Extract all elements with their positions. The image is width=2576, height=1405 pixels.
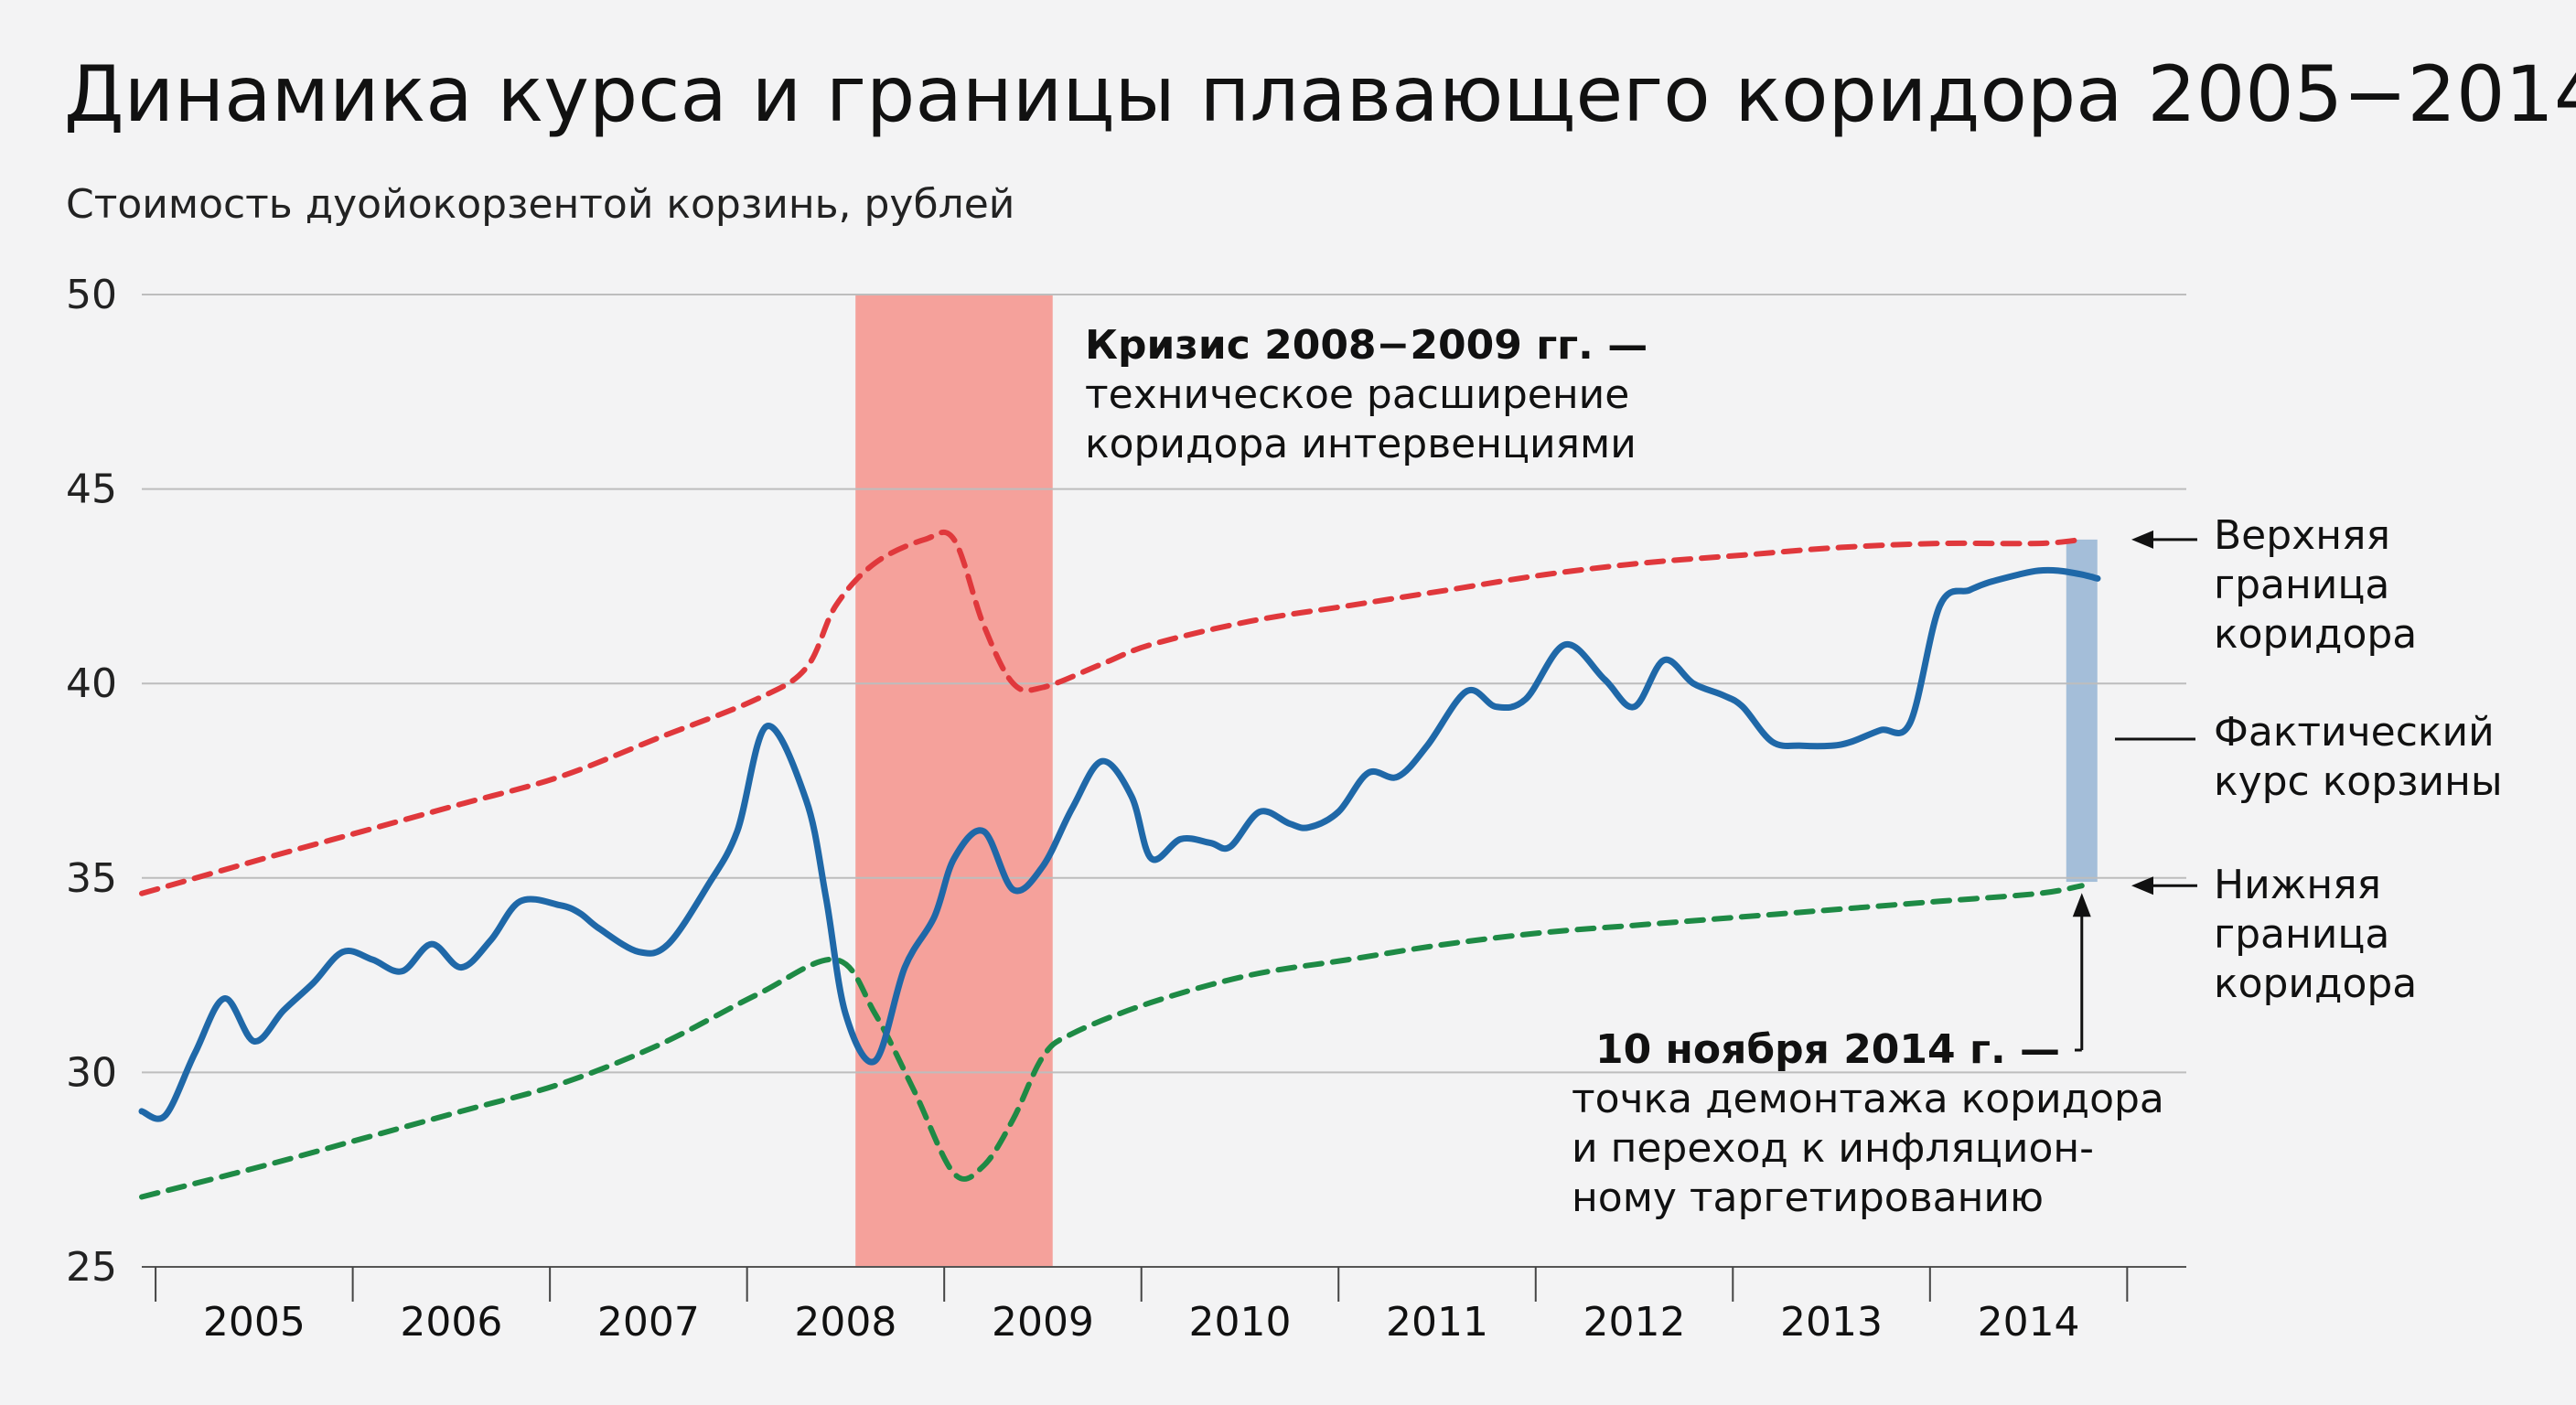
legend-upper-line1: Верхняя xyxy=(2214,512,2390,559)
legend-lower-line1: Нижняя xyxy=(2214,862,2381,908)
corridor-end-band xyxy=(2066,539,2098,883)
series-layer xyxy=(138,529,2101,1200)
series-actual-line xyxy=(138,566,2101,1122)
axes: 25 30 35 40 45 50 2005 2006 2007 2008 2009 2010 2011… xyxy=(66,272,2129,1346)
x-tick-label-2006: 2006 xyxy=(400,1299,502,1346)
pointers xyxy=(2072,530,2197,1052)
end-annotation-bold: 10 ноября 2014 г. — xyxy=(1595,1026,2060,1073)
series-upper-line xyxy=(139,529,2085,896)
legend-upper-line2: граница xyxy=(2214,562,2389,608)
end-pointer-arrow xyxy=(2072,893,2091,1052)
legend-lower: Нижняя граница коридора xyxy=(2214,862,2417,1007)
x-tick-label-2012: 2012 xyxy=(1583,1299,1686,1346)
chart-background xyxy=(855,295,2098,1267)
x-tick-label-2011: 2011 xyxy=(1386,1299,1488,1346)
lower-pointer-arrow xyxy=(2131,876,2197,896)
series-lower-line xyxy=(139,883,2085,1200)
x-tick-label-2005: 2005 xyxy=(203,1299,306,1346)
legend-upper-line3: коридора xyxy=(2214,611,2417,658)
crisis-annotation: Кризис 2008−2009 гг. — техническое расши… xyxy=(1085,322,1648,467)
x-tick-label-2008: 2008 xyxy=(794,1299,896,1346)
x-tick-label-2013: 2013 xyxy=(1780,1299,1883,1346)
legend-actual-line1: Фактический xyxy=(2214,709,2495,756)
legend-actual-line2: курс корзины xyxy=(2214,758,2503,805)
crisis-band xyxy=(855,295,1053,1267)
legend-lower-line2: граница xyxy=(2214,911,2389,958)
y-tick-label-35: 35 xyxy=(66,855,117,902)
x-tick-label-2009: 2009 xyxy=(992,1299,1094,1346)
gridlines xyxy=(142,294,2186,1268)
y-tick-label-40: 40 xyxy=(66,660,117,707)
end-annotation-line3: и переход к инфляцион- xyxy=(1572,1125,2094,1172)
end-annotation-line2: точка демонтажа коридора xyxy=(1572,1076,2164,1122)
crisis-annotation-line3: коридора интервенциями xyxy=(1085,421,1637,467)
chart-title: Динамика курса и границы плавающего кори… xyxy=(64,49,2576,139)
end-annotation-line4: ному таргетированию xyxy=(1572,1174,2044,1221)
x-tick-label-2007: 2007 xyxy=(597,1299,700,1346)
y-tick-label-50: 50 xyxy=(66,272,117,318)
x-tick-label-2014: 2014 xyxy=(1978,1299,2080,1346)
x-tick-label-2010: 2010 xyxy=(1188,1299,1291,1346)
end-annotation: 10 ноября 2014 г. — точка демонтажа кори… xyxy=(1572,1026,2164,1221)
crisis-annotation-line2: техническое расширение xyxy=(1085,371,1629,418)
legend-upper: Верхняя граница коридора xyxy=(2214,512,2417,658)
y-tick-label-25: 25 xyxy=(66,1244,117,1291)
chart-subtitle: Стоимость дуойокорзентой корзинь, рублей xyxy=(66,181,1014,228)
legend-lower-line3: коридора xyxy=(2214,960,2417,1007)
crisis-annotation-bold: Кризис 2008−2009 гг. — xyxy=(1085,322,1648,369)
y-tick-label-45: 45 xyxy=(66,467,117,513)
upper-pointer-arrow xyxy=(2131,530,2197,549)
y-tick-label-30: 30 xyxy=(66,1049,117,1096)
legend-actual: Фактический курс корзины xyxy=(2214,709,2503,805)
